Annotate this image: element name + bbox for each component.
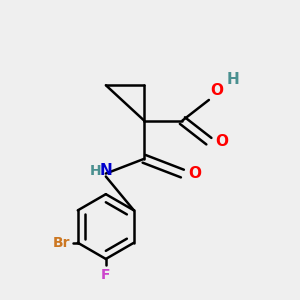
Text: F: F — [101, 268, 111, 282]
Text: O: O — [188, 166, 201, 181]
Text: H: H — [226, 72, 239, 87]
Text: Br: Br — [53, 236, 70, 250]
Text: O: O — [210, 83, 224, 98]
Text: O: O — [215, 134, 228, 149]
Text: H: H — [90, 164, 101, 178]
Text: N: N — [100, 163, 112, 178]
